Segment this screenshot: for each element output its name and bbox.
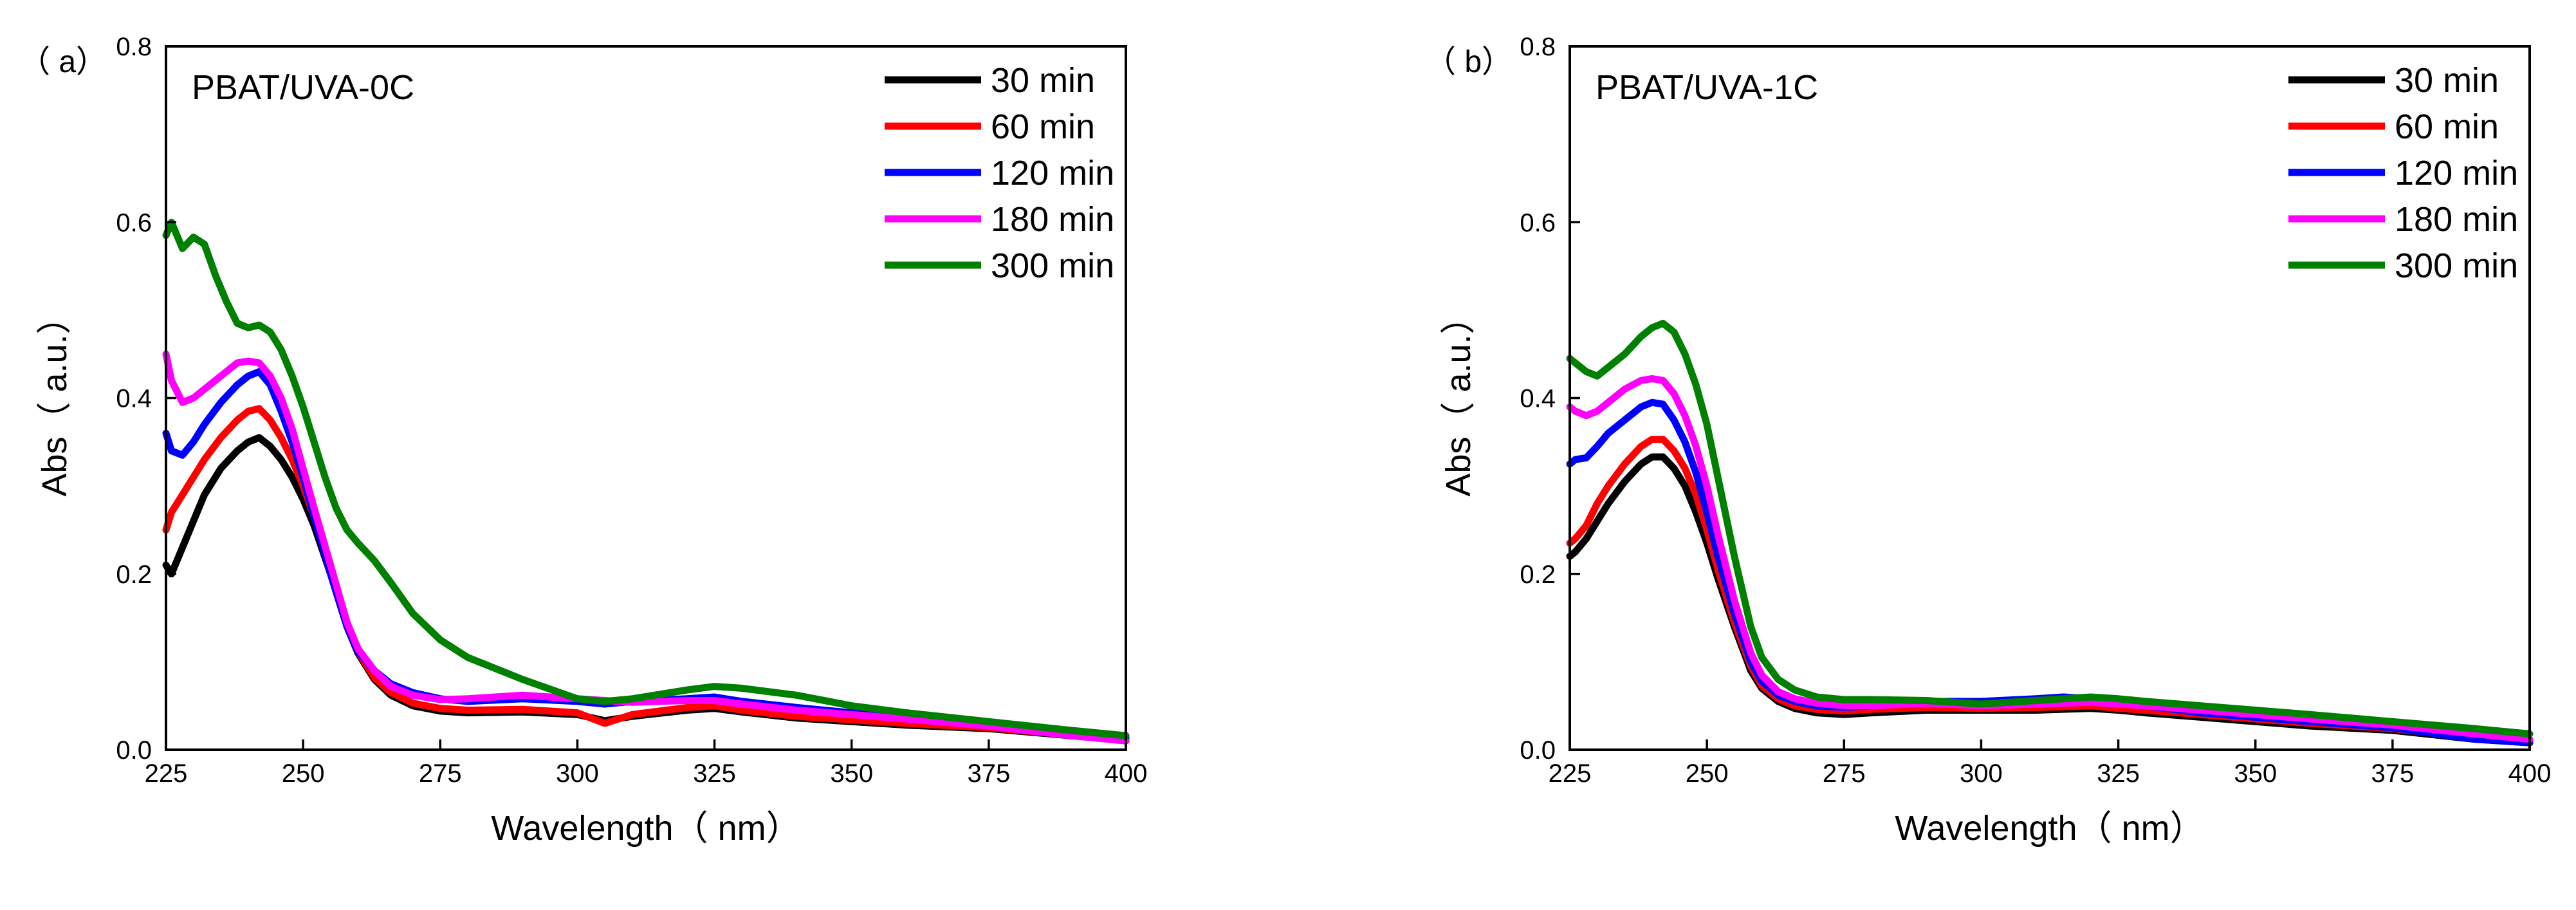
y-tick-label: 0.4 (116, 385, 152, 413)
plot-frame (1569, 45, 2531, 751)
y-axis-title: Abs（ a.u.） (35, 299, 74, 496)
panel-label: （ b） (1425, 45, 1513, 79)
x-tick-label: 225 (145, 759, 188, 788)
legend-label: 60 min (991, 107, 1095, 146)
x-tick-label: 250 (282, 759, 325, 788)
y-tick-label: 0.4 (1520, 385, 1556, 413)
panel-b: 225 250 275 300 325 350 375 400 0.0 0.2 0.4 0.6 0.8 W… (1425, 33, 2551, 848)
y-tick-label: 0.0 (1520, 736, 1556, 765)
legend-label: 30 min (2395, 61, 2499, 100)
legend-label: 120 min (991, 154, 1114, 192)
y-tick-label: 0.8 (1520, 33, 1556, 61)
x-axis-title: Wavelength（ nm） (1895, 809, 2204, 848)
x-tick-label: 225 (1549, 759, 1592, 788)
chart-title: PBAT/UVA-1C (1596, 68, 1818, 107)
plot-frame (165, 45, 1127, 751)
x-tick-label: 250 (1686, 759, 1729, 788)
panel-label: （ a） (19, 45, 107, 79)
series-line-180-min (1566, 375, 2534, 743)
x-tick-label: 275 (1823, 759, 1866, 788)
legend-label: 60 min (2395, 107, 2499, 146)
legend-label: 180 min (991, 200, 1114, 239)
y-tick-label: 0.6 (116, 209, 152, 237)
legend-label: 120 min (2395, 154, 2518, 192)
x-tick-label: 375 (967, 759, 1010, 788)
legend-label: 30 min (991, 61, 1095, 100)
x-tick-label: 350 (830, 759, 873, 788)
legend-label: 300 min (2395, 246, 2518, 285)
x-tick-label: 325 (2097, 759, 2140, 788)
legend-label: 180 min (2395, 200, 2518, 239)
y-tick-label: 0.2 (116, 561, 152, 589)
x-axis-title: Wavelength（ nm） (491, 809, 800, 848)
series-line-300-min (1566, 319, 2534, 738)
y-tick-label: 0.8 (116, 33, 152, 61)
y-tick-label: 0.0 (116, 736, 152, 765)
series-line-300-min (162, 218, 1130, 739)
legend-label: 300 min (991, 246, 1114, 285)
y-tick-label: 0.6 (1520, 209, 1556, 237)
y-tick-label: 0.2 (1520, 561, 1556, 589)
x-tick-label: 300 (1960, 759, 2003, 788)
x-tick-label: 275 (419, 759, 462, 788)
series-line-180-min (162, 350, 1130, 745)
series-line-60-min (162, 405, 1130, 742)
x-tick-label: 300 (556, 759, 599, 788)
chart-title: PBAT/UVA-0C (192, 68, 414, 107)
x-tick-label: 400 (2508, 759, 2552, 788)
x-tick-label: 400 (1105, 759, 1148, 788)
x-tick-label: 325 (693, 759, 736, 788)
x-tick-label: 350 (2234, 759, 2277, 788)
x-tick-label: 375 (2371, 759, 2414, 788)
panel-a: 225 250 275 300 325 350 375 400 0.0 0.2 0.4 0.6 0.8 W… (19, 33, 1147, 848)
y-axis-title: Abs（ a.u.） (1439, 299, 1478, 496)
